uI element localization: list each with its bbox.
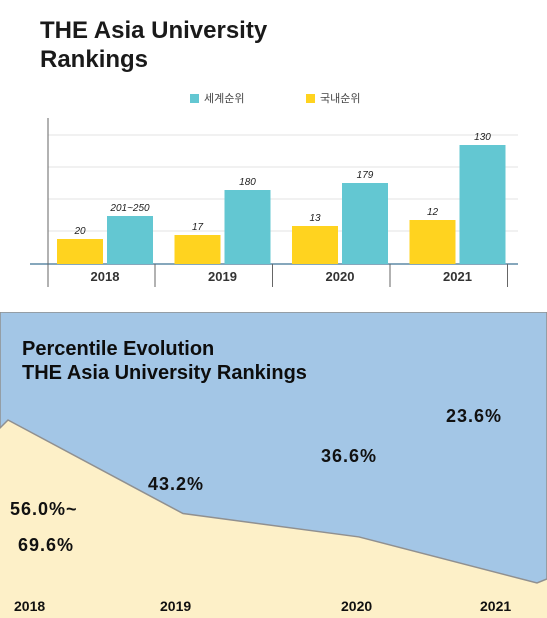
legend-swatch-domestic xyxy=(306,94,315,103)
x-tick-label: 2018 xyxy=(91,269,120,284)
bar-value-label-world: 130 xyxy=(474,132,491,143)
bar-value-label-world: 180 xyxy=(239,177,256,188)
bar-domestic xyxy=(57,239,103,264)
bar-domestic xyxy=(174,235,221,264)
bar-value-label-domestic: 17 xyxy=(192,222,204,233)
percentile-label: 56.0%~ xyxy=(10,499,78,519)
x-tick-label: 2021 xyxy=(443,269,472,284)
legend-label-domestic: 국내순위 xyxy=(320,92,360,105)
bar-value-label-world: 201~250 xyxy=(109,203,150,214)
bar-value-label-domestic: 20 xyxy=(73,226,86,237)
area-chart: 56.0%~ 69.6% 43.2% 36.6% 23.6% 2018 2019 2020 20… xyxy=(0,312,547,614)
bottom-title-line2: THE Asia University Rankings xyxy=(22,362,307,384)
bar-marks: 20 201~250 2018 17 180 2019 13 179 2020 12 130 2021 xyxy=(57,132,506,284)
bottom-chart-title: Percentile Evolution THE Asia University… xyxy=(22,337,422,385)
bar-domestic xyxy=(292,226,338,264)
percentile-label: 43.2% xyxy=(148,474,204,494)
area-fill xyxy=(0,312,547,584)
legend-swatch-world xyxy=(190,94,199,103)
top-chart-title: THE Asia University Rankings xyxy=(40,17,268,73)
legend: 세계순위 국내순위 xyxy=(190,92,360,105)
bottom-title-line1: Percentile Evolution xyxy=(22,338,215,360)
bar-world xyxy=(107,216,153,264)
bar-world xyxy=(224,190,271,264)
year-label: 2021 xyxy=(480,598,511,614)
year-label: 2020 xyxy=(341,598,372,614)
bar-world xyxy=(459,145,506,264)
x-tick-label: 2019 xyxy=(208,269,237,284)
bar-value-label-world: 179 xyxy=(357,170,374,181)
percentile-label: 36.6% xyxy=(321,446,377,466)
year-label: 2018 xyxy=(14,598,45,614)
percentile-label: 23.6% xyxy=(446,406,502,426)
legend-label-world: 세계순위 xyxy=(204,92,244,105)
year-label: 2019 xyxy=(160,598,191,614)
bar-value-label-domestic: 12 xyxy=(427,207,439,218)
x-tick-label: 2020 xyxy=(326,269,355,284)
area-marks: 56.0%~ 69.6% 43.2% 36.6% 23.6% 2018 2019 2020 20… xyxy=(10,406,511,614)
percentile-label: 69.6% xyxy=(18,535,74,555)
bar-world xyxy=(342,183,388,264)
bar-chart: 세계순위 국내순위 20 201~250 2018 17 180 2019 13 179 202… xyxy=(30,92,518,287)
gridlines xyxy=(30,134,518,287)
bar-domestic xyxy=(409,220,456,264)
bar-value-label-domestic: 13 xyxy=(309,213,321,224)
